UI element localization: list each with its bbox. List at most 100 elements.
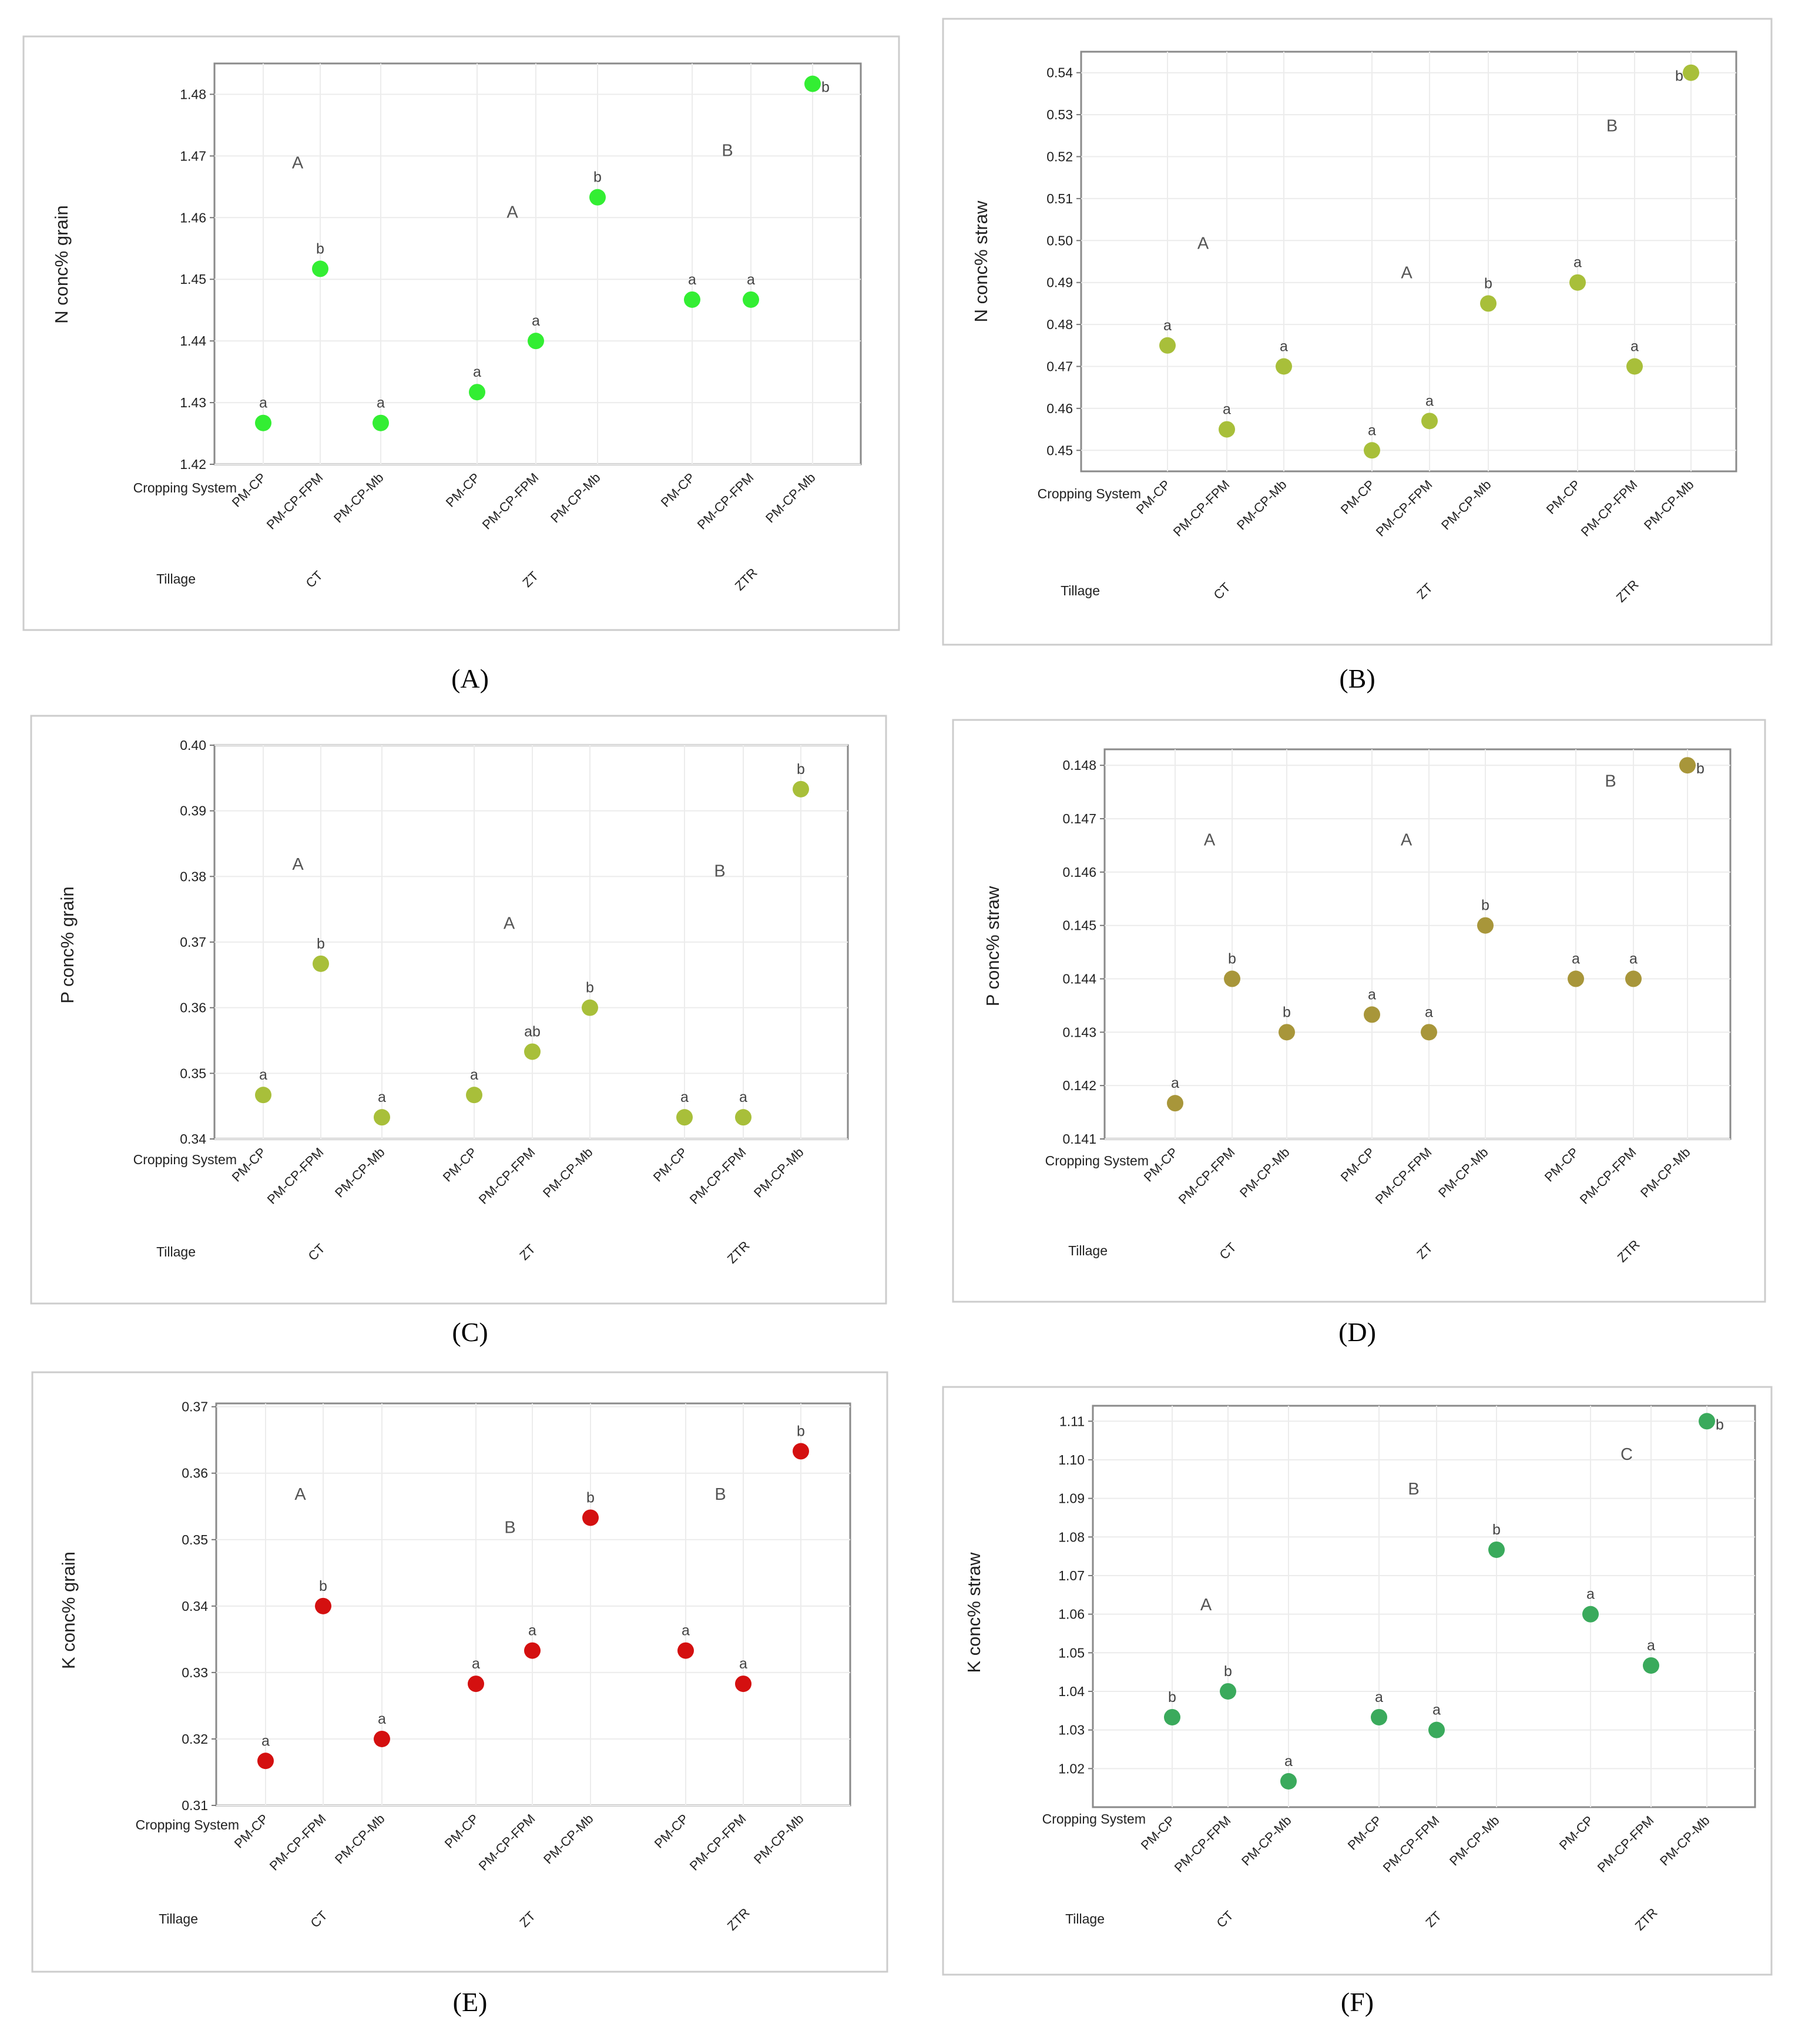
y-tick-label: 0.35 <box>180 1065 206 1081</box>
y-tick-label: 0.147 <box>1062 811 1096 826</box>
data-point <box>524 1043 541 1060</box>
group-letter: B <box>1606 117 1618 136</box>
significance-letter: b <box>1696 760 1705 777</box>
data-point <box>1480 295 1497 312</box>
significance-letter: a <box>1432 1702 1441 1718</box>
data-point <box>1569 274 1586 291</box>
group-letter: A <box>506 203 518 222</box>
y-tick-label: 1.05 <box>1058 1645 1085 1660</box>
data-point <box>676 1109 693 1126</box>
data-point <box>735 1676 751 1693</box>
significance-letter: b <box>797 761 805 778</box>
y-axis-label: K conc% straw <box>964 1552 984 1673</box>
data-point <box>312 260 328 277</box>
data-point <box>1219 421 1235 438</box>
data-point <box>1224 970 1240 987</box>
significance-letter: a <box>1163 317 1172 334</box>
data-point <box>1568 970 1584 987</box>
y-tick-label: 0.143 <box>1062 1024 1096 1040</box>
y-tick-label: 0.33 <box>182 1665 208 1680</box>
y-tick-label: 0.39 <box>180 803 206 819</box>
significance-letter: a <box>1425 393 1434 409</box>
panel-caption: (D) <box>1338 1317 1376 1347</box>
significance-letter: a <box>259 395 267 411</box>
data-point <box>1625 970 1642 987</box>
significance-letter: a <box>739 1089 747 1105</box>
y-tick-label: 0.35 <box>182 1532 208 1547</box>
data-point <box>804 75 821 92</box>
group-letter: A <box>292 855 304 874</box>
y-tick-label: 1.07 <box>1058 1568 1085 1583</box>
plot-area <box>213 62 862 465</box>
data-point <box>1643 1657 1659 1674</box>
y-tick-label: 0.37 <box>180 934 206 950</box>
plot-area <box>1103 748 1732 1140</box>
data-point <box>793 780 809 798</box>
significance-letter: a <box>688 272 696 288</box>
significance-letter: b <box>586 1489 595 1506</box>
y-tick-label: 1.47 <box>180 148 206 163</box>
data-point <box>1421 413 1438 430</box>
cropping-system-label: Cropping System <box>1042 1811 1146 1827</box>
data-point <box>373 414 389 431</box>
panel-caption: (E) <box>453 1987 488 2017</box>
y-tick-label: 1.09 <box>1058 1491 1085 1506</box>
data-point <box>1364 442 1380 459</box>
data-point <box>793 1443 809 1460</box>
significance-letter: a <box>378 1711 386 1727</box>
data-point <box>257 1753 274 1770</box>
y-tick-label: 1.06 <box>1058 1607 1085 1622</box>
significance-letter: b <box>1484 275 1492 291</box>
significance-letter: a <box>680 1089 689 1105</box>
panel-caption: (B) <box>1339 664 1375 693</box>
group-letter: A <box>1401 830 1412 849</box>
y-tick-label: 0.49 <box>1046 275 1073 290</box>
significance-letter: b <box>319 1578 327 1594</box>
significance-letter: b <box>1168 1689 1176 1705</box>
plot-area <box>1080 51 1737 473</box>
significance-letter: a <box>1223 401 1231 418</box>
y-tick-label: 0.144 <box>1062 971 1096 987</box>
data-point <box>677 1642 694 1659</box>
y-tick-label: 0.146 <box>1062 864 1096 880</box>
y-tick-label: 0.32 <box>182 1731 208 1747</box>
y-tick-label: 0.36 <box>180 1000 206 1016</box>
data-point <box>1276 358 1292 375</box>
significance-letter: a <box>532 313 540 329</box>
tillage-label: Tillage <box>156 1244 196 1259</box>
data-point <box>1279 1024 1295 1041</box>
data-point <box>1477 917 1494 934</box>
group-letter: A <box>294 1485 306 1504</box>
data-point <box>315 1597 331 1614</box>
plot-area <box>215 1402 851 1807</box>
group-letter: A <box>1200 1596 1212 1614</box>
significance-letter: a <box>1573 254 1582 271</box>
group-letter: B <box>722 141 733 160</box>
tillage-label: Tillage <box>156 571 196 587</box>
significance-letter: a <box>377 395 385 411</box>
group-letter: B <box>714 1485 726 1504</box>
significance-letter: a <box>528 1623 536 1639</box>
data-point <box>589 189 606 206</box>
data-point <box>469 384 485 401</box>
data-point <box>255 414 271 431</box>
significance-letter: a <box>473 364 481 380</box>
y-tick-label: 1.10 <box>1058 1452 1085 1467</box>
data-point <box>1220 1683 1236 1700</box>
data-point <box>1371 1708 1387 1725</box>
y-tick-label: 0.34 <box>182 1599 208 1614</box>
y-axis-label: N conc% straw <box>971 200 991 322</box>
cropping-system-label: Cropping System <box>133 480 237 495</box>
group-letter: A <box>1197 234 1209 253</box>
significance-letter: a <box>1630 339 1639 355</box>
group-letter: B <box>1408 1480 1419 1499</box>
y-tick-label: 0.51 <box>1046 191 1073 206</box>
panel-caption: (C) <box>452 1317 488 1347</box>
plot-area <box>1092 1405 1756 1808</box>
data-point <box>743 291 759 308</box>
data-point <box>1428 1721 1445 1738</box>
significance-letter: b <box>316 240 324 257</box>
data-point <box>1679 757 1696 774</box>
y-axis-label: N conc% grain <box>51 205 72 324</box>
